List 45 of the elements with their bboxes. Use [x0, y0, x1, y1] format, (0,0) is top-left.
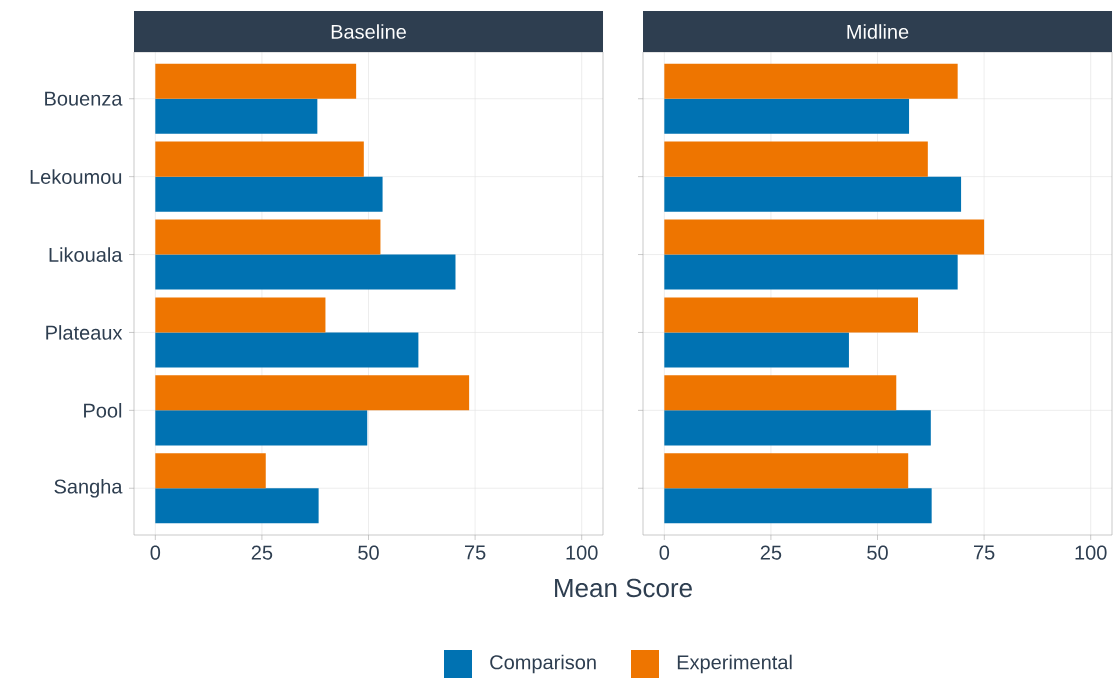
bar: [155, 254, 456, 290]
chart-title: Baseline: [331, 24, 406, 39]
bar: [664, 219, 985, 255]
x-tick-label: 50: [867, 545, 888, 560]
bar: [664, 375, 897, 411]
bar: [664, 98, 910, 134]
x-tick-label: 75: [974, 545, 995, 560]
bar: [664, 63, 958, 99]
x-tick-label: 25: [760, 545, 782, 560]
y-tick-label: Bouenza: [45, 91, 123, 106]
x-tick-label: 50: [358, 545, 379, 560]
x-tick-label: 25: [251, 545, 273, 560]
bar: [664, 332, 849, 368]
bar: [155, 488, 319, 524]
bar: [155, 176, 383, 212]
y-tick-label: Plateaux: [46, 325, 123, 340]
x-tick-label: 0: [659, 545, 670, 560]
bar: [664, 488, 932, 524]
x-tick-label: 75: [464, 545, 486, 560]
bar: [155, 332, 419, 368]
bar: [155, 375, 470, 411]
bar: [155, 141, 364, 177]
y-tick-label: Lekoumou: [30, 169, 122, 184]
y-tick-label: Likouala: [49, 247, 123, 262]
x-tick-label: 100: [566, 545, 598, 560]
bar: [155, 410, 368, 446]
x-axis-title: Mean Score: [555, 578, 692, 598]
bar: [155, 297, 326, 333]
bar: [155, 98, 318, 134]
y-tick-label: Pool: [84, 403, 122, 418]
bar: [664, 453, 909, 489]
legend-label: Experimental: [677, 654, 792, 674]
legend-label: Comparison: [490, 654, 596, 674]
bar: [155, 63, 357, 99]
bar: [155, 453, 266, 489]
bar: [664, 410, 931, 446]
x-tick-label: 100: [1075, 545, 1107, 560]
bar: [664, 176, 962, 212]
chart-title: Midline: [847, 24, 909, 39]
y-tick-label: Sangha: [54, 478, 123, 498]
bar: [664, 254, 958, 290]
bar: [155, 219, 381, 255]
x-tick-label: 0: [150, 545, 161, 560]
bar: [664, 297, 919, 333]
bar: [664, 141, 928, 177]
